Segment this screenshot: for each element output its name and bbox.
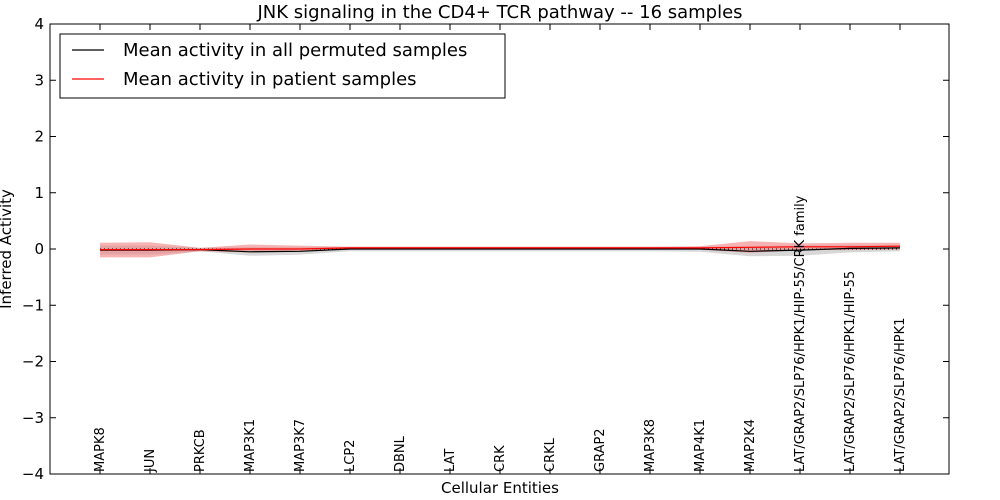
y-tick-label: −4 [22, 465, 44, 483]
x-category-label: DBNL [393, 435, 408, 472]
legend-label-permuted: Mean activity in all permuted samples [123, 40, 467, 61]
x-axis-title: Cellular Entities [441, 479, 559, 497]
y-tick-label: 1 [34, 184, 44, 202]
x-category-label: PRKCB [193, 429, 208, 472]
series-line-1 [100, 245, 901, 251]
x-category-label: MAP2K4 [743, 419, 758, 472]
x-category-label: LCP2 [343, 440, 358, 472]
x-category-label: MAP3K8 [643, 419, 658, 472]
x-category-label: MAP3K1 [243, 419, 258, 472]
x-category-label: MAP3K7 [293, 419, 308, 472]
x-category-label: LAT/GRAP2/SLP76/HPK1 [893, 318, 908, 472]
x-category-label: MAPK8 [93, 427, 108, 472]
y-tick-label: −3 [22, 409, 44, 427]
x-category-label: LAT/GRAP2/SLP76/HPK1/HIP-55/CRK family [793, 195, 808, 472]
legend-box [59, 33, 506, 99]
y-tick-label: 4 [34, 15, 44, 33]
plot-area [100, 241, 901, 258]
x-category-label: GRAP2 [593, 428, 608, 472]
x-category-label: LAT/GRAP2/SLP76/HPK1/HIP-55 [843, 271, 858, 472]
x-category-label: CRKL [543, 437, 558, 472]
x-category-label: LAT [443, 449, 458, 472]
x-category-label: MAP4K1 [693, 419, 708, 472]
legend: Mean activity in all permuted samples Me… [59, 33, 506, 99]
y-tick-label: −1 [22, 296, 44, 314]
y-tick-label: 2 [34, 128, 44, 146]
y-tick-label: 0 [34, 240, 44, 258]
y-tick-label: −2 [22, 353, 44, 371]
y-tick-label: 3 [34, 71, 44, 89]
x-category-label: CRK [493, 445, 508, 472]
y-axis-title: Inferred Activity [0, 189, 15, 309]
legend-label-patient: Mean activity in patient samples [123, 69, 417, 90]
chart-title: JNK signaling in the CD4+ TCR pathway --… [256, 2, 742, 23]
x-axis-categories: MAPK8 JUN PRKCB MAP3K1 MAP3K7 LCP2 DBNL LAT CRK C… [93, 24, 908, 474]
x-category-label: JUN [143, 449, 158, 473]
y-axis: 4 3 2 1 0 −1 −2 −3 −4 [22, 15, 949, 483]
series-line-0 [100, 247, 901, 253]
